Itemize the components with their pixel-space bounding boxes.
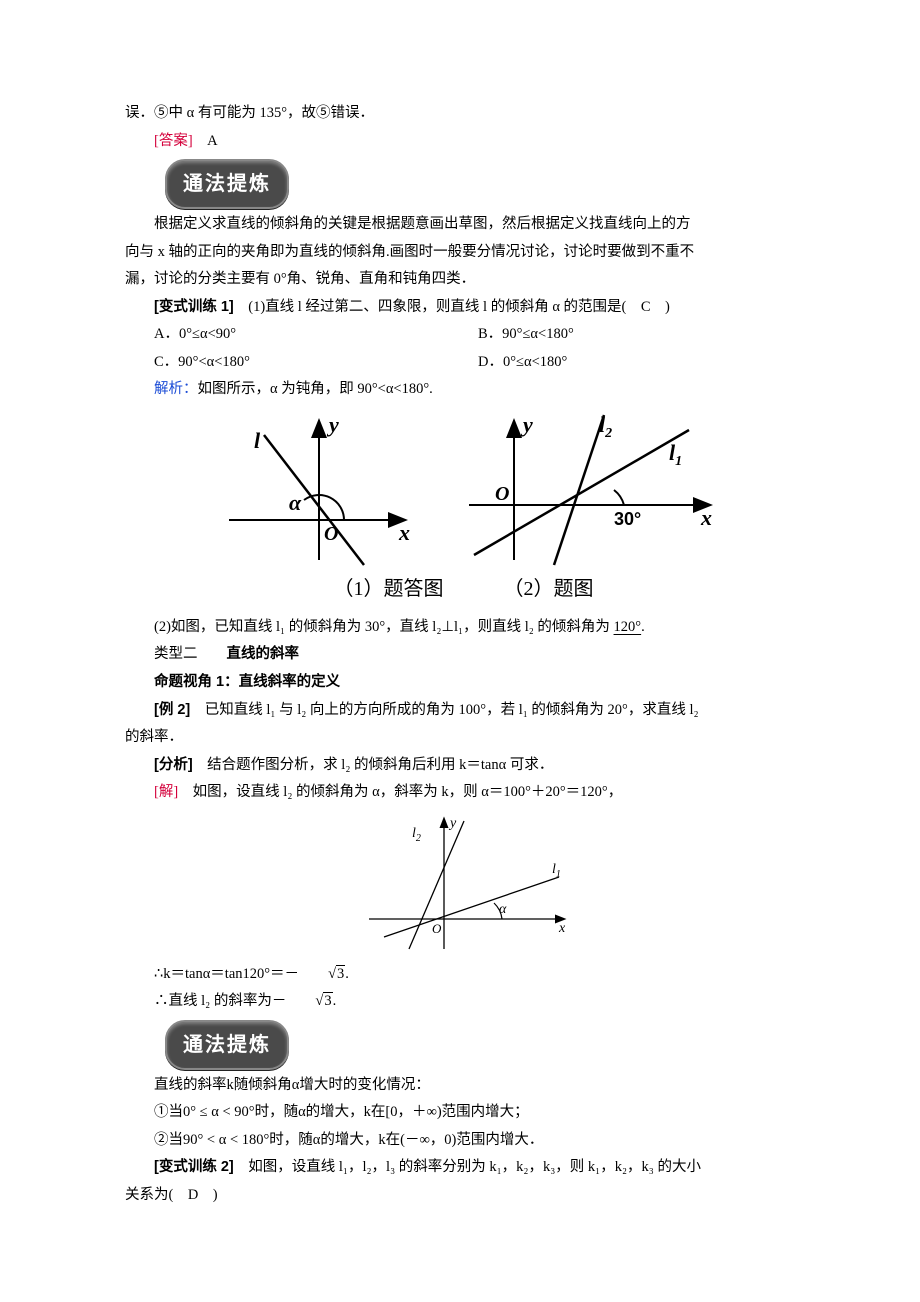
jie-text: 如图，设直线 l₂ 的倾斜角为 α，斜率为 k，则 α＝100°＋20°＝120…: [178, 784, 622, 800]
opts-row1: A．0°≤α<90° B．90°≤α<180°: [125, 321, 802, 349]
res1: ∴k＝tanα＝tan120°＝－3.: [125, 961, 802, 989]
fig3-x: x: [558, 921, 566, 936]
fig1-O: O: [324, 523, 338, 545]
res2-a: ∴直线 l₂ 的斜率为－: [154, 993, 286, 1009]
figure-row-1: y x l α O y x O l1 l2 30°: [125, 410, 802, 570]
q2-text: (2)如图，已知直线 l₁ 的倾斜角为 30°，直线 l₂⊥l₁，则直线 l₂ …: [154, 619, 614, 635]
method-badge-1: 通法提炼: [165, 159, 289, 209]
figure-3: y x O l1 l2 α: [354, 809, 574, 959]
svg-text:l2: l2: [599, 412, 612, 441]
ex2-a: 已知直线 l₁ 与 l₂ 向上的方向所成的角为 100°，若 l₁ 的倾斜角为 …: [190, 702, 698, 718]
fig2-angle: 30°: [614, 509, 641, 529]
q2-ans: 120°: [614, 619, 642, 635]
method1-l1: 根据定义求直线的倾斜角的关键是根据题意画出草图，然后根据定义找直线向上的方: [125, 211, 802, 239]
opt-a: A．0°≤α<90°: [154, 321, 478, 349]
fx-line: [分析] 结合题作图分析，求 l₂ 的倾斜角后利用 k＝tanα 可求．: [125, 752, 802, 780]
answer-line: [答案] A: [125, 128, 802, 156]
type2-b: 直线的斜率: [227, 646, 300, 662]
var2-label: [变式训练 2]: [154, 1159, 234, 1175]
rule0: 直线的斜率k随倾斜角α增大时的变化情况：: [125, 1072, 802, 1100]
res1-a: ∴k＝tanα＝tan120°＝－: [154, 966, 299, 982]
fx-label: [分析]: [154, 757, 193, 773]
figure-2: y x O l1 l2 30°: [459, 410, 719, 570]
var2-a: 如图，设直线 l₁，l₂，l₃ 的斜率分别为 k₁，k₂，k₃，则 k₁，k₂，…: [234, 1159, 701, 1175]
fig3-y: y: [448, 816, 457, 831]
fig1-x-label: x: [398, 520, 410, 545]
jiexi-label: 解析：: [154, 381, 198, 397]
rule1: ①当0° ≤ α < 90°时，随α的增大，k在[0，＋∞)范围内增大；: [125, 1099, 802, 1127]
figure-1: y x l α O: [209, 410, 419, 570]
sqrt-1: 3: [299, 961, 345, 989]
fig1-alpha: α: [289, 490, 302, 515]
cap2: （2）题图: [504, 570, 594, 608]
figure-caption-row: （1）题答图 （2）题图: [125, 570, 802, 608]
res2-b: .: [333, 993, 337, 1009]
sqrt-2: 3: [286, 988, 332, 1016]
cap1: （1）题答图: [334, 570, 444, 608]
var1-label: [变式训练 1]: [154, 299, 234, 315]
type2-a: 类型二: [154, 646, 198, 662]
opts-row2: C．90°<α<180° D．0°≤α<180°: [125, 349, 802, 377]
ex2-l2: 的斜率．: [125, 724, 802, 752]
fig2-l2s: 2: [604, 426, 612, 441]
type2-line: 类型二 直线的斜率: [125, 641, 802, 669]
svg-text:l1: l1: [552, 862, 561, 880]
fig2-O: O: [495, 483, 509, 505]
method1-l2: 向与 x 轴的正向的夹角即为直线的倾斜角.画图时一般要分情况讨论，讨论时要做到不…: [125, 239, 802, 267]
angle1: 命题视角 1：直线斜率的定义: [125, 669, 802, 697]
fig1-l-label: l: [254, 428, 261, 453]
method1-l3: 漏，讨论的分类主要有 0°角、锐角、直角和钝角四类．: [125, 266, 802, 294]
jie-label: [解]: [154, 784, 178, 800]
opt-b: B．90°≤α<180°: [478, 321, 802, 349]
res1-b: .: [345, 966, 349, 982]
fx-text: 结合题作图分析，求 l₂ 的倾斜角后利用 k＝tanα 可求．: [193, 757, 554, 773]
var1-q: (1)直线 l 经过第二、四象限，则直线 l 的倾斜角 α 的范围是( C ): [234, 299, 670, 315]
ex2-l1: [例 2] 已知直线 l₁ 与 l₂ 向上的方向所成的角为 100°，若 l₁ …: [125, 697, 802, 725]
q2-line: (2)如图，已知直线 l₁ 的倾斜角为 30°，直线 l₂⊥l₁，则直线 l₂ …: [125, 614, 802, 642]
res2: ∴直线 l₂ 的斜率为－3.: [125, 988, 802, 1016]
var1-line: [变式训练 1] (1)直线 l 经过第二、四象限，则直线 l 的倾斜角 α 的…: [125, 294, 802, 322]
fig3-l2s: 2: [415, 833, 420, 844]
var2-l1: [变式训练 2] 如图，设直线 l₁，l₂，l₃ 的斜率分别为 k₁，k₂，k₃…: [125, 1154, 802, 1182]
fig2-x: x: [700, 505, 712, 530]
answer-value: A: [193, 133, 218, 149]
fig1-y-label: y: [326, 412, 339, 437]
ex2-label: [例 2]: [154, 702, 190, 718]
figure-3-wrap: y x O l1 l2 α: [125, 809, 802, 959]
cont-line: 误．⑤中 α 有可能为 135°，故⑤错误．: [125, 100, 802, 128]
fig3-alpha: α: [499, 902, 507, 917]
svg-text:l2: l2: [412, 826, 421, 844]
fig2-l1s: 1: [675, 454, 682, 469]
fig3-O: O: [432, 921, 442, 936]
jiexi-line: 解析：如图所示，α 为钝角，即 90°<α<180°.: [125, 376, 802, 404]
opt-c: C．90°<α<180°: [154, 349, 478, 377]
opt-d: D．0°≤α<180°: [478, 349, 802, 377]
svg-text:l1: l1: [669, 440, 682, 469]
method-badge-2: 通法提炼: [165, 1020, 289, 1070]
q2-period: .: [641, 619, 645, 635]
var2-l2: 关系为( D ): [125, 1182, 802, 1210]
answer-label: [答案]: [154, 133, 193, 149]
jie-line: [解] 如图，设直线 l₂ 的倾斜角为 α，斜率为 k，则 α＝100°＋20°…: [125, 779, 802, 807]
jiexi-text: 如图所示，α 为钝角，即 90°<α<180°.: [198, 381, 433, 397]
fig2-y: y: [520, 412, 533, 437]
rule2: ②当90° < α < 180°时，随α的增大，k在(－∞，0)范围内增大．: [125, 1127, 802, 1155]
fig3-l1s: 1: [555, 869, 560, 880]
